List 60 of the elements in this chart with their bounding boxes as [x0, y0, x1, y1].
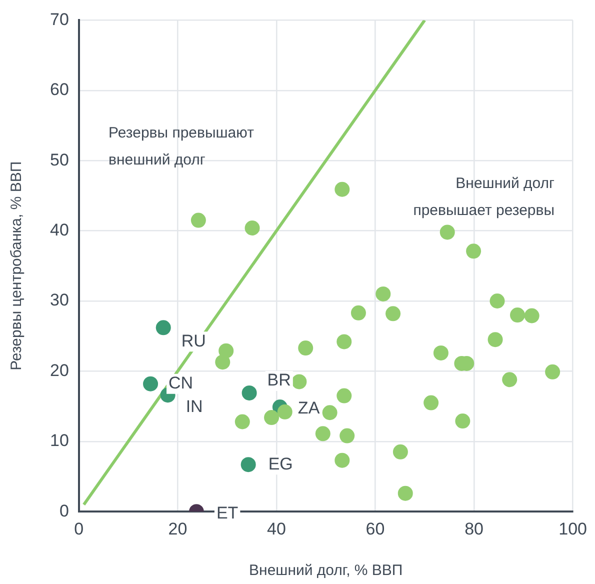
annotation: RU: [181, 331, 206, 350]
y-axis-title: Резервы центробанка, % ВВП: [8, 161, 26, 370]
point: [433, 345, 448, 360]
x-tick-label: 100: [558, 519, 588, 538]
point: [334, 452, 350, 468]
x-tick-label: 40: [267, 519, 286, 538]
point: [340, 428, 355, 444]
x-axis-title: Внешний долг, % ВВП: [249, 562, 403, 580]
annotation: Внешний долг превышает резервы: [413, 174, 556, 219]
point: [488, 332, 503, 348]
point: [277, 404, 292, 420]
point: [143, 376, 158, 392]
point: [545, 364, 560, 380]
point: [386, 306, 401, 322]
point: [350, 305, 366, 320]
point: [298, 340, 314, 356]
point: [242, 385, 257, 400]
point: [440, 224, 455, 240]
point: [502, 372, 518, 388]
point: [398, 486, 413, 501]
y-tick-label: 40: [50, 220, 69, 240]
point: [336, 388, 352, 404]
point: [510, 308, 525, 323]
y-tick-label: 0: [59, 501, 69, 520]
point: [334, 182, 350, 197]
x-tick-label: 0: [74, 519, 84, 538]
annotation: IN: [186, 396, 203, 416]
annotation: EG: [268, 454, 293, 474]
annotation: BR: [267, 370, 291, 390]
annotation: Резервы превышают внешний долг: [108, 124, 254, 168]
x-tick-label: 60: [366, 519, 385, 538]
point: [392, 444, 408, 460]
point: [524, 308, 540, 324]
y-tick-label: 10: [50, 431, 69, 450]
annotation: CN: [168, 374, 194, 393]
point: [244, 220, 260, 236]
y-tick-label: 50: [50, 150, 69, 170]
x-tick-label: 80: [464, 519, 484, 538]
y-tick-label: 60: [50, 80, 69, 100]
point: [336, 334, 352, 350]
annotation: ZA: [298, 398, 320, 418]
point: [190, 212, 206, 228]
point: [466, 244, 482, 259]
point: [315, 426, 330, 442]
point: [424, 395, 439, 410]
point: [156, 320, 171, 336]
point: [490, 294, 505, 308]
point: [455, 414, 470, 429]
point: [240, 457, 256, 472]
y-tick-label: 70: [50, 10, 69, 29]
annotation: ET: [216, 503, 238, 522]
point: [234, 414, 250, 430]
x-tick-label: 20: [168, 519, 188, 538]
y-tick-label: 30: [50, 290, 69, 310]
y-tick-label: 20: [50, 360, 69, 380]
point: [215, 354, 230, 370]
point: [322, 405, 338, 420]
point: [292, 374, 307, 390]
point: [264, 410, 280, 426]
point: [376, 286, 391, 302]
